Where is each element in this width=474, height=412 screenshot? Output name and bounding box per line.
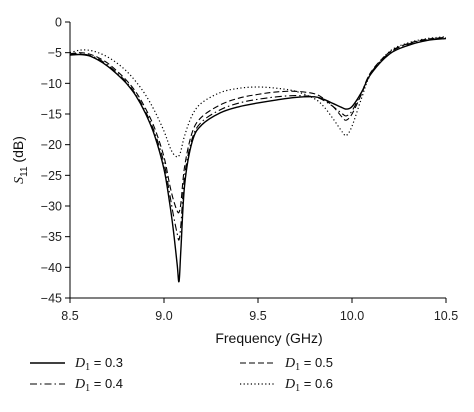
x-ticks: 8.5 9.0 9.5 10.0 10.5 bbox=[61, 298, 458, 323]
y-tick-label: −5 bbox=[48, 46, 62, 60]
legend-value: = 0.6 bbox=[300, 376, 333, 391]
y-tick-label: −15 bbox=[41, 108, 62, 122]
x-tick-label: 9.5 bbox=[249, 309, 266, 323]
legend-entry: D1 = 0.3 bbox=[30, 355, 123, 373]
legend-label: D1 = 0.3 bbox=[74, 355, 123, 373]
legend-value: = 0.4 bbox=[90, 376, 123, 391]
y-axis-label-unit: (dB) bbox=[10, 136, 26, 166]
legend-var: D bbox=[74, 356, 85, 371]
series-line-3 bbox=[69, 36, 447, 214]
legend-sub: 1 bbox=[295, 362, 300, 373]
legend-entry: D1 = 0.6 bbox=[240, 376, 333, 394]
series-line-2 bbox=[69, 37, 447, 241]
legend-entry: D1 = 0.5 bbox=[240, 355, 333, 373]
axes-layer bbox=[69, 22, 446, 299]
series-layer bbox=[69, 36, 447, 283]
y-tick-label: −20 bbox=[41, 138, 62, 152]
legend-label: D1 = 0.5 bbox=[284, 355, 333, 373]
series-line-1 bbox=[69, 37, 447, 283]
y-axis-label: S11 (dB) bbox=[10, 136, 30, 184]
legend-entry: D1 = 0.4 bbox=[30, 376, 123, 394]
legend-sub: 1 bbox=[295, 383, 300, 394]
y-tick-label: −30 bbox=[41, 200, 62, 214]
legend-value: = 0.3 bbox=[90, 355, 123, 370]
y-tick-label: −40 bbox=[41, 261, 62, 275]
x-tick-label: 10.0 bbox=[340, 309, 364, 323]
legend-var: D bbox=[74, 377, 85, 392]
y-ticks: 0 −5 −10 −15 −20 −25 −30 −35 −40 −45 bbox=[41, 16, 70, 306]
legend-label: D1 = 0.6 bbox=[284, 376, 333, 394]
series-line-4 bbox=[69, 36, 447, 158]
legend-var: D bbox=[284, 377, 295, 392]
y-tick-label: −25 bbox=[41, 169, 62, 183]
y-tick-label: −45 bbox=[41, 292, 62, 306]
legend-var: D bbox=[284, 356, 295, 371]
y-axis-label-sub: 11 bbox=[19, 166, 30, 177]
y-tick-label: 0 bbox=[55, 16, 62, 30]
x-tick-label: 9.0 bbox=[155, 309, 172, 323]
y-axis-label-main: S bbox=[12, 177, 27, 184]
legend-label: D1 = 0.4 bbox=[74, 376, 123, 394]
y-tick-label: −10 bbox=[41, 77, 62, 91]
legend-sub: 1 bbox=[85, 362, 90, 373]
legend: D1 = 0.3 D1 = 0.5D1 = 0.4 D1 = 0.6 bbox=[30, 355, 333, 394]
legend-sub: 1 bbox=[85, 383, 90, 394]
y-tick-label: −35 bbox=[41, 230, 62, 244]
x-axis-label: Frequency (GHz) bbox=[215, 330, 322, 346]
x-tick-label: 10.5 bbox=[434, 309, 458, 323]
x-tick-label: 8.5 bbox=[61, 309, 78, 323]
legend-value: = 0.5 bbox=[300, 355, 333, 370]
